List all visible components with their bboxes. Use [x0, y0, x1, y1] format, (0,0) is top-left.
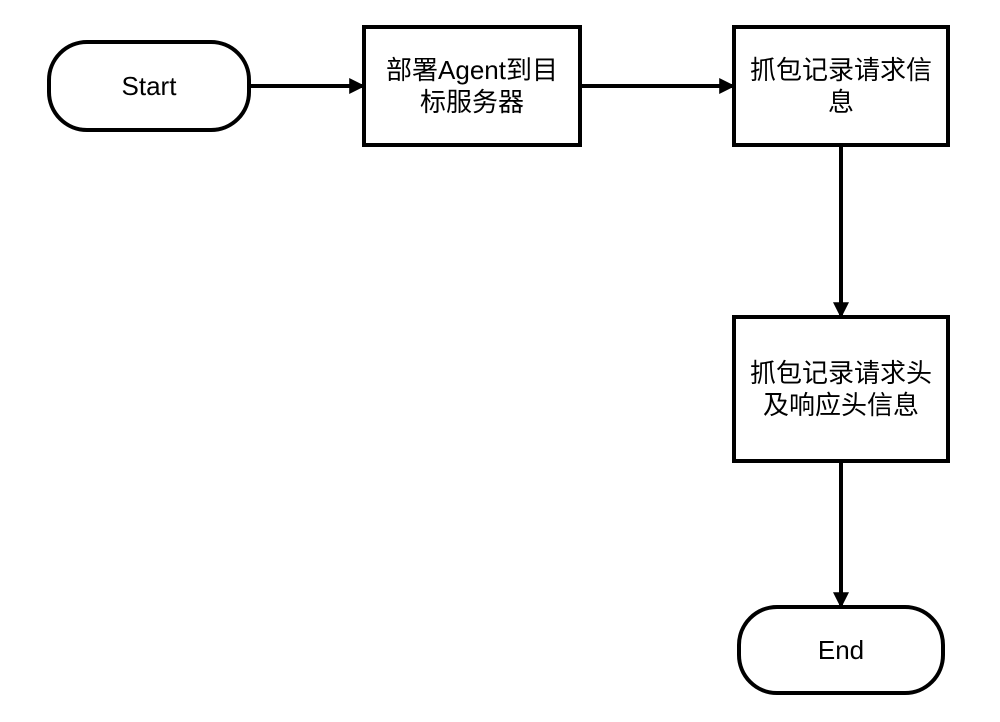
end-label: End	[818, 634, 864, 667]
start-terminator: Start	[47, 40, 251, 132]
start-label: Start	[122, 70, 177, 103]
flowchart-canvas: Start 部署Agent到目标服务器 抓包记录请求信息 抓包记录请求头及响应头…	[0, 0, 1000, 722]
end-terminator: End	[737, 605, 945, 695]
process-capture-request: 抓包记录请求信息	[732, 25, 950, 147]
process-capture-headers-label: 抓包记录请求头及响应头信息	[748, 357, 934, 422]
process-deploy-agent: 部署Agent到目标服务器	[362, 25, 582, 147]
process-deploy-agent-label: 部署Agent到目标服务器	[378, 54, 566, 119]
process-capture-headers: 抓包记录请求头及响应头信息	[732, 315, 950, 463]
process-capture-request-label: 抓包记录请求信息	[748, 54, 934, 119]
